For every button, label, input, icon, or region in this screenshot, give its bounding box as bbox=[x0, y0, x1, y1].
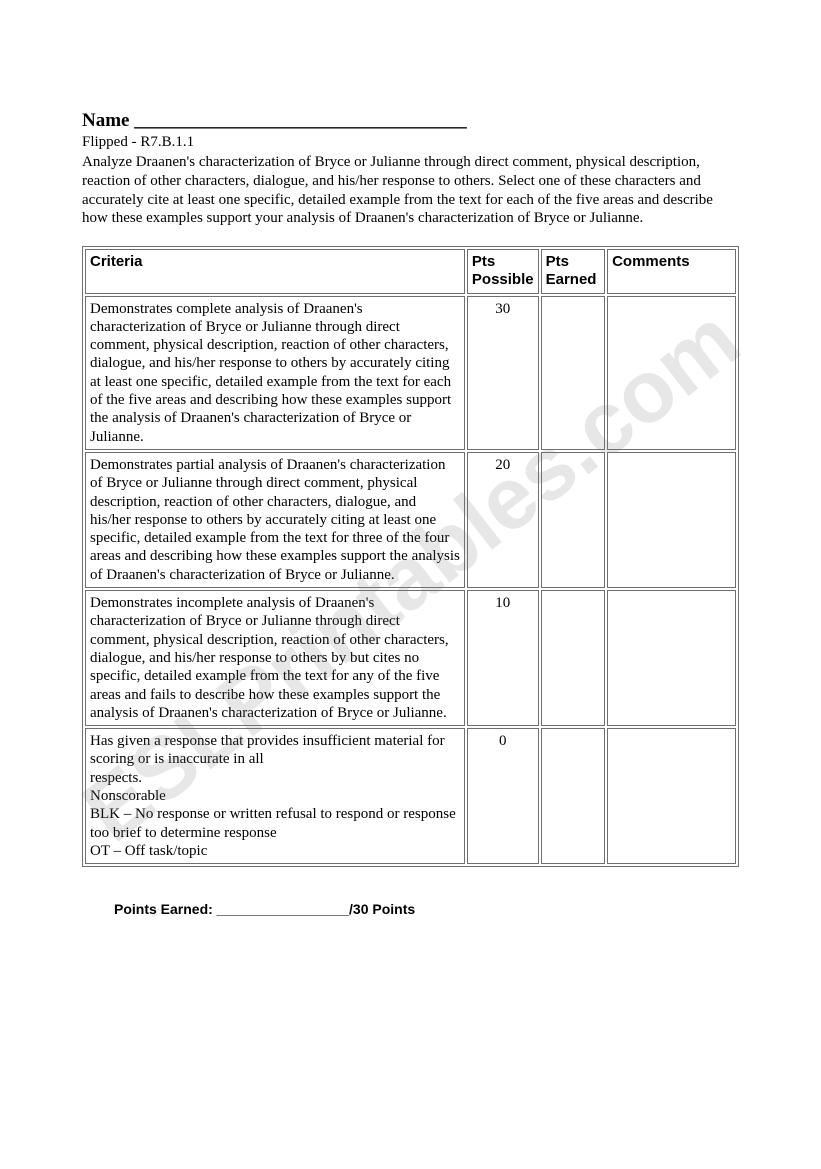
table-row: Has given a response that provides insuf… bbox=[85, 728, 736, 864]
header-comments: Comments bbox=[607, 249, 736, 294]
header-criteria: Criteria bbox=[85, 249, 465, 294]
rubric-table: Criteria Pts Possible Pts Earned Comment… bbox=[82, 246, 739, 867]
pts-earned-cell bbox=[541, 296, 605, 450]
assignment-code: Flipped - R7.B.1.1 bbox=[82, 134, 739, 151]
assignment-prompt: Analyze Draanen's characterization of Br… bbox=[82, 153, 739, 228]
comments-cell bbox=[607, 452, 736, 588]
criteria-cell: Demonstrates partial analysis of Draanen… bbox=[85, 452, 465, 588]
pts-earned-cell bbox=[541, 728, 605, 864]
criteria-cell: Demonstrates complete analysis of Draane… bbox=[85, 296, 465, 450]
comments-cell bbox=[607, 296, 736, 450]
table-row: Demonstrates complete analysis of Draane… bbox=[85, 296, 736, 450]
criteria-cell: Has given a response that provides insuf… bbox=[85, 728, 465, 864]
table-row: Demonstrates partial analysis of Draanen… bbox=[85, 452, 736, 588]
pts-earned-cell bbox=[541, 452, 605, 588]
name-blank: ___________________________________ bbox=[134, 110, 467, 131]
table-header-row: Criteria Pts Possible Pts Earned Comment… bbox=[85, 249, 736, 294]
header-pts-possible: Pts Possible bbox=[467, 249, 539, 294]
points-earned-line: Points Earned: _________________/30 Poin… bbox=[114, 901, 739, 917]
pts-earned-cell bbox=[541, 590, 605, 726]
pts-possible-cell: 20 bbox=[467, 452, 539, 588]
name-label: Name bbox=[82, 110, 129, 131]
pts-possible-cell: 0 bbox=[467, 728, 539, 864]
header-pts-earned: Pts Earned bbox=[541, 249, 605, 294]
name-field-line: Name ___________________________________ bbox=[82, 110, 739, 132]
comments-cell bbox=[607, 590, 736, 726]
comments-cell bbox=[607, 728, 736, 864]
table-row: Demonstrates incomplete analysis of Draa… bbox=[85, 590, 736, 726]
pts-possible-cell: 30 bbox=[467, 296, 539, 450]
criteria-cell: Demonstrates incomplete analysis of Draa… bbox=[85, 590, 465, 726]
pts-possible-cell: 10 bbox=[467, 590, 539, 726]
